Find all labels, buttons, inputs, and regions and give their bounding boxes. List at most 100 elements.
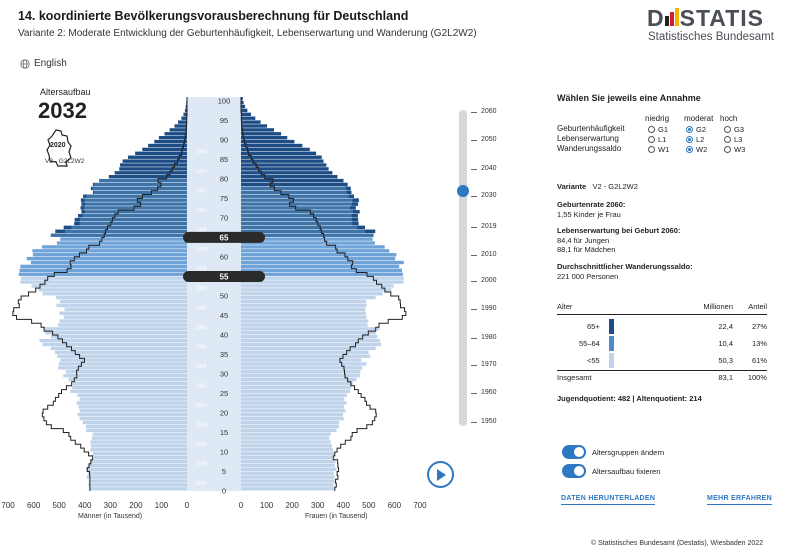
population-pyramid-chart: 0510152025303540455055606570758085909510… — [1, 96, 427, 510]
variant-info: Variante V2 - G2L2W2 — [557, 182, 638, 192]
bar-male-highlight-72 — [80, 206, 85, 210]
bar-male-age-35 — [54, 350, 188, 354]
bar-female-highlight-77 — [346, 186, 351, 191]
bar-female-age-100 — [241, 97, 243, 101]
radio-w2[interactable]: W2 — [686, 145, 707, 154]
bar-female-age-41 — [241, 327, 380, 331]
bar-female-age-11 — [241, 444, 332, 448]
bar-male-age-2 — [88, 479, 187, 483]
toggle-label: Altersaufbau fixieren — [592, 466, 661, 476]
bar-female-age-59 — [241, 256, 396, 261]
toggle-switch[interactable] — [562, 445, 586, 459]
birth-year-label: 2015 — [195, 423, 206, 429]
bar-female-age-58 — [241, 260, 404, 265]
x-tick-label-left: 700 — [1, 501, 15, 510]
play-animation-button[interactable] — [427, 461, 454, 488]
bar-male-age-51 — [38, 288, 187, 292]
age-tick-label: 50 — [220, 291, 228, 300]
radio-l2[interactable]: L2 — [686, 135, 704, 144]
bar-female-highlight-74 — [352, 198, 359, 202]
destatis-logo[interactable]: D STATIS — [647, 5, 764, 32]
radio-g3[interactable]: G3 — [724, 125, 744, 134]
bar-female-age-47 — [241, 303, 367, 308]
bar-male-age-24 — [77, 393, 187, 397]
bar-male-age-49 — [56, 295, 188, 300]
slider-year-tick: 1980 — [471, 334, 497, 341]
bar-male-age-44 — [63, 315, 188, 319]
bar-female-age-76 — [241, 190, 352, 195]
bar-female-age-86 — [241, 151, 317, 156]
radio-w3[interactable]: W3 — [724, 145, 745, 154]
bar-female-age-46 — [241, 307, 366, 312]
birth-year-label: 2005 — [195, 384, 206, 390]
language-switch[interactable]: English — [20, 58, 67, 69]
bar-female-age-36 — [241, 346, 376, 351]
logo-letters-statis: STATIS — [679, 5, 764, 31]
bar-female-highlight-68 — [352, 221, 359, 226]
birth-year-label: 1995 — [195, 345, 206, 351]
bar-male-age-70 — [78, 214, 187, 218]
bar-male-age-91 — [164, 132, 187, 136]
radio-g1[interactable]: G1 — [648, 125, 668, 134]
bar-female-age-77 — [241, 186, 351, 191]
bar-male-age-30 — [65, 370, 187, 374]
bar-male-age-55 — [18, 272, 187, 276]
bar-female-age-80 — [241, 175, 338, 179]
bar-male-age-68 — [74, 221, 187, 226]
bar-female-age-74 — [241, 198, 359, 202]
radio-circle-icon — [686, 146, 693, 153]
bar-male-age-26 — [72, 385, 187, 390]
bar-female-age-20 — [241, 409, 346, 413]
age-tick-label: 40 — [220, 330, 228, 339]
bar-male-age-27 — [73, 381, 187, 386]
radio-l1[interactable]: L1 — [648, 135, 666, 144]
outline-male-2020 — [12, 97, 188, 491]
migration-label: Durchschnittlicher Wanderungssaldo: — [557, 262, 693, 271]
bar-female-age-72 — [241, 206, 356, 210]
bar-male-highlight-71 — [81, 210, 86, 214]
birth-year-label: 1965 — [195, 228, 206, 234]
bar-male-age-40 — [45, 331, 187, 335]
learn-more-link[interactable]: MEHR ERFAHREN — [707, 495, 772, 505]
bar-male-age-4 — [87, 471, 187, 475]
radio-g2[interactable]: G2 — [686, 125, 706, 134]
header-millions: Millionen — [703, 302, 733, 311]
bar-female-age-5 — [241, 467, 337, 471]
bar-female-age-93 — [241, 124, 268, 128]
bar-male-age-22 — [76, 401, 187, 405]
toggle-switch[interactable] — [562, 464, 586, 478]
age-tick-label: 5 — [222, 467, 226, 476]
bar-female-age-26 — [241, 385, 352, 390]
bar-male-age-17 — [82, 420, 187, 425]
bar-female-age-85 — [241, 155, 322, 159]
bar-male-age-28 — [68, 377, 187, 382]
radio-circle-icon — [724, 136, 731, 143]
radio-circle-icon — [724, 126, 731, 133]
bar-male-age-43 — [59, 319, 188, 323]
bar-female-age-65 — [241, 233, 374, 237]
bar-male-age-34 — [57, 354, 188, 358]
slider-year-tick: 2030 — [471, 192, 497, 199]
bar-male-age-32 — [58, 362, 188, 366]
download-data-link[interactable]: DATEN HERUNTERLADEN — [561, 495, 656, 505]
radio-w1[interactable]: W1 — [648, 145, 669, 154]
bar-male-age-23 — [79, 397, 187, 401]
bar-male-age-82 — [119, 167, 187, 171]
birth-year-label: 2020 — [195, 442, 206, 448]
bar-female-age-97 — [241, 108, 248, 113]
year-slider-track[interactable] — [459, 110, 467, 426]
bar-female-age-70 — [241, 214, 358, 218]
radio-circle-icon — [648, 146, 655, 153]
bar-male-age-57 — [20, 264, 187, 269]
bar-female-age-73 — [241, 202, 359, 206]
bar-male-age-96 — [183, 112, 187, 117]
bar-female-age-44 — [241, 315, 367, 319]
bar-female-age-81 — [241, 171, 333, 175]
bar-female-age-13 — [241, 436, 330, 440]
toggle-fix-age-structure[interactable]: Altersaufbau fixieren — [562, 464, 660, 478]
year-slider-handle[interactable] — [457, 185, 469, 197]
bar-female-highlight-79 — [340, 178, 344, 183]
radio-l3[interactable]: L3 — [724, 135, 742, 144]
toggle-change-age-groups[interactable]: Altersgruppen ändern — [562, 445, 664, 459]
bar-male-age-76 — [92, 190, 187, 195]
